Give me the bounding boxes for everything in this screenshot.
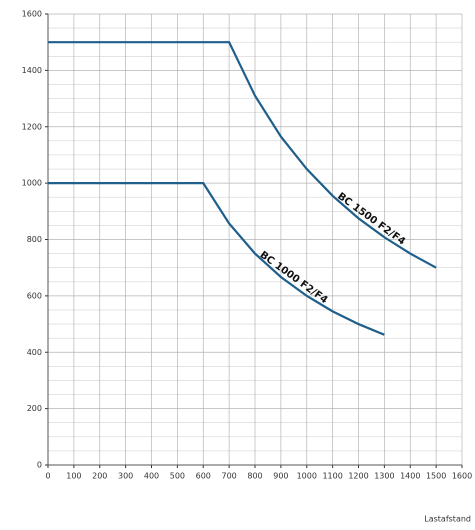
x-axis-label: Lastafstand bbox=[424, 515, 471, 524]
y-tick-label: 600 bbox=[27, 291, 42, 300]
series-label: BC 1000 F2/F4 bbox=[258, 250, 330, 307]
x-tick-label: 800 bbox=[247, 472, 262, 481]
x-tick-label: 600 bbox=[196, 472, 211, 481]
series-label: BC 1500 F2/F4 bbox=[335, 191, 407, 248]
y-tick-label: 200 bbox=[27, 404, 42, 413]
x-tick-label: 100 bbox=[66, 472, 81, 481]
x-tick-label: 1200 bbox=[348, 472, 368, 481]
x-tick-label: 1000 bbox=[297, 472, 317, 481]
x-tick-label: 1400 bbox=[400, 472, 420, 481]
series-line bbox=[48, 41, 437, 269]
y-tick-label: 800 bbox=[27, 235, 42, 244]
y-tick-label: 400 bbox=[27, 348, 42, 357]
x-tick-label: 1500 bbox=[426, 472, 446, 481]
x-tick-label: 400 bbox=[144, 472, 159, 481]
x-tick-label: 900 bbox=[273, 472, 288, 481]
x-tick-label: 0 bbox=[45, 472, 50, 481]
y-tick-label: 1400 bbox=[22, 66, 42, 75]
y-tick-label: 1000 bbox=[22, 179, 42, 188]
x-tick-label: 1100 bbox=[322, 472, 342, 481]
y-tick-label: 1600 bbox=[22, 10, 42, 19]
series-line bbox=[48, 182, 385, 336]
x-tick-label: 1600 bbox=[452, 472, 472, 481]
y-tick-label: 0 bbox=[37, 461, 42, 470]
x-tick-label: 700 bbox=[221, 472, 236, 481]
x-tick-label: 300 bbox=[118, 472, 133, 481]
x-tick-label: 200 bbox=[92, 472, 107, 481]
x-tick-label: 1300 bbox=[374, 472, 394, 481]
y-tick-label: 1200 bbox=[22, 122, 42, 131]
x-tick-label: 500 bbox=[170, 472, 185, 481]
